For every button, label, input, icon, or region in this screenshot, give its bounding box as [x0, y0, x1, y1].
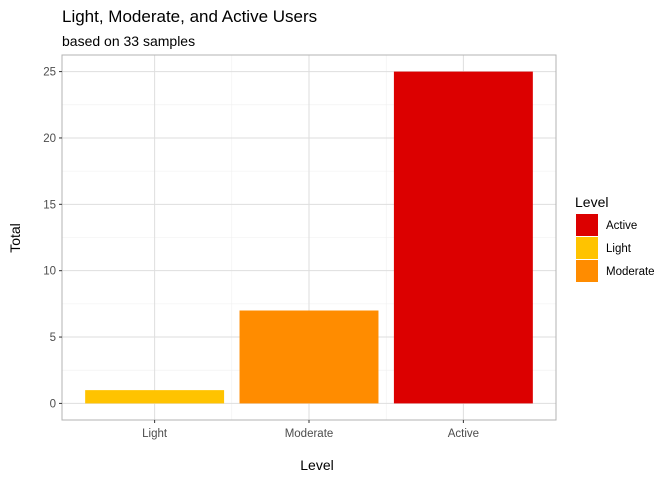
y-tick-label: 10	[43, 266, 56, 278]
x-tick-label: Light	[142, 428, 168, 440]
x-tick-label: Active	[448, 428, 479, 440]
legend-label-active: Active	[606, 220, 637, 232]
y-axis-title: Total	[7, 223, 23, 253]
x-axis-title: Level	[300, 457, 333, 473]
legend-label-moderate: Moderate	[606, 266, 655, 278]
y-tick-label: 15	[43, 199, 56, 211]
legend-key-moderate	[576, 260, 598, 282]
bar-light	[85, 390, 225, 404]
bars	[85, 71, 533, 404]
chart-subtitle: based on 33 samples	[62, 33, 195, 49]
legend-key-active	[576, 214, 598, 236]
y-tick-label: 25	[43, 67, 56, 79]
y-tick-label: 20	[43, 133, 56, 145]
x-axis-ticks: Light Moderate Active	[142, 420, 479, 440]
y-tick-label: 0	[50, 398, 56, 410]
chart-title: Light, Moderate, and Active Users	[62, 7, 317, 26]
y-tick-label: 5	[50, 332, 56, 344]
bar-moderate	[239, 310, 379, 404]
x-tick-label: Moderate	[285, 428, 334, 440]
bar-active	[393, 71, 533, 404]
legend-label-light: Light	[606, 243, 632, 255]
legend-title: Level	[575, 194, 608, 210]
legend: Level Active Light Moderate	[575, 194, 655, 282]
legend-key-light	[576, 237, 598, 259]
y-axis-ticks: 0 5 10 15 20 25	[43, 67, 62, 410]
